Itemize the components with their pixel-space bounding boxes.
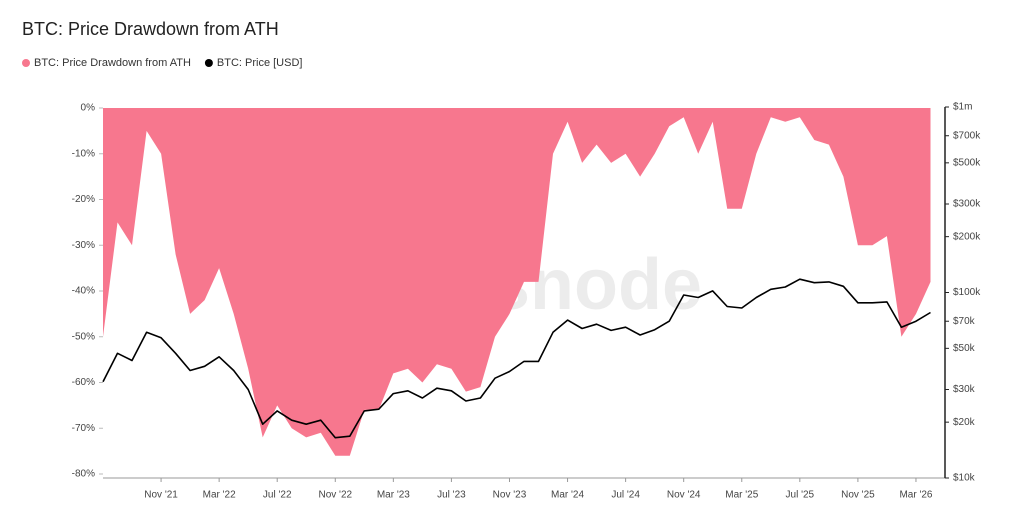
chart-title: BTC: Price Drawdown from ATH — [22, 19, 279, 39]
x-tick-label: Mar '26 — [899, 490, 932, 501]
x-tick-label: Nov '23 — [493, 490, 527, 501]
x-tick-label: Jul '24 — [611, 490, 640, 501]
x-tick-label: Jul '22 — [263, 490, 292, 501]
y-tick-label: -70% — [72, 423, 95, 434]
x-tick-label: Mar '23 — [377, 490, 410, 501]
y-tick-label: -60% — [72, 377, 95, 388]
x-tick-label: Nov '25 — [841, 490, 875, 501]
y2-tick-label: $300k — [953, 199, 981, 210]
legend-label: BTC: Price Drawdown from ATH — [34, 57, 191, 69]
y2-tick-label: $100k — [953, 287, 981, 298]
price-line — [102, 278, 931, 439]
y2-tick-label: $200k — [953, 231, 981, 242]
y-tick-label: -80% — [72, 469, 95, 480]
y2-tick-label: $500k — [953, 157, 981, 168]
x-tick-label: Mar '25 — [725, 490, 758, 501]
x-tick-label: Mar '24 — [551, 490, 584, 501]
x-tick-label: Nov '24 — [667, 490, 701, 501]
drawdown-area — [103, 108, 931, 456]
legend-label: BTC: Price [USD] — [217, 57, 303, 69]
y2-tick-label: $50k — [953, 343, 976, 354]
y2-tick-label: $1m — [953, 102, 972, 113]
x-tick-label: Jul '25 — [786, 490, 815, 501]
legend-marker — [204, 59, 213, 67]
legend: BTC: Price Drawdown from ATH BTC: Price [… — [22, 57, 302, 69]
x-tick-label: Jul '23 — [437, 490, 466, 501]
y-tick-label: -10% — [72, 148, 95, 159]
x-tick-label: Nov '21 — [144, 490, 178, 501]
y2-tick-label: $30k — [953, 384, 976, 395]
y2-tick-label: $20k — [953, 417, 976, 428]
y-tick-label: -20% — [72, 194, 95, 205]
x-tick-label: Mar '22 — [203, 490, 236, 501]
y-tick-label: -50% — [72, 331, 95, 342]
x-tick-label: Nov '22 — [318, 490, 352, 501]
y2-tick-label: $700k — [953, 130, 981, 141]
y-tick-label: -30% — [72, 240, 95, 251]
y-tick-label: -40% — [72, 286, 95, 297]
legend-marker — [22, 59, 30, 67]
y2-tick-label: $10k — [953, 473, 976, 484]
y-tick-label: 0% — [81, 103, 96, 114]
y2-tick-label: $70k — [953, 316, 976, 327]
